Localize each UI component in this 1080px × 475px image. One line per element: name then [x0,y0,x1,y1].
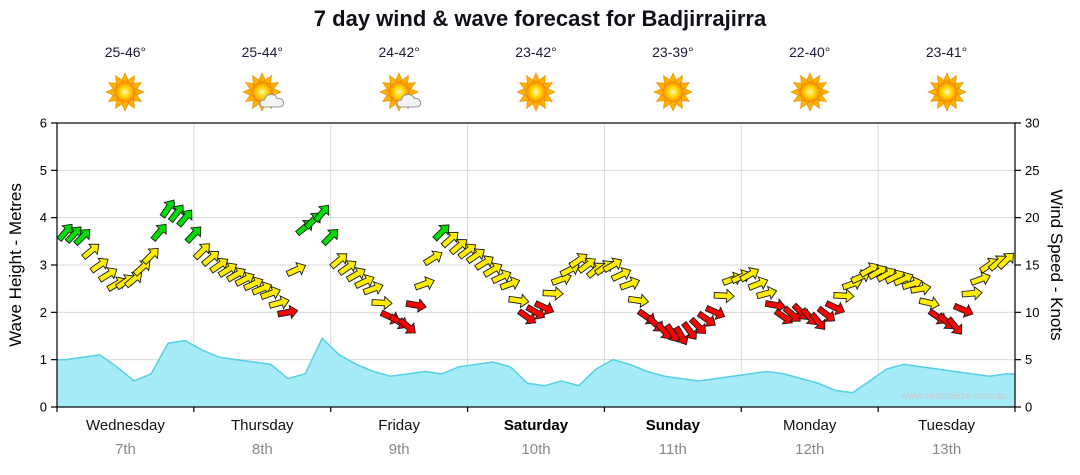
sun-cloud-icon [240,70,285,114]
day-temp-range: 22-40° [789,44,831,60]
page-title: 7 day wind & wave forecast for Badjirraj… [313,6,767,31]
day-temp-range: 23-39° [652,44,694,60]
day-date-label: 9th [388,441,410,458]
svg-text:5: 5 [40,163,47,178]
svg-text:0: 0 [1025,400,1032,415]
sun-icon [514,70,558,114]
svg-text:3: 3 [40,258,47,273]
day-name-label: Thursday [231,417,294,434]
day-name-label: Wednesday [85,417,165,434]
svg-text:2: 2 [40,305,47,320]
day-date-label: 13th [931,441,962,458]
svg-text:5: 5 [1025,352,1032,367]
day-date-label: 10th [521,441,551,458]
day-temp-range: 25-44° [241,44,283,60]
right-axis-title: Wind Speed - Knots [1047,189,1066,341]
svg-text:4: 4 [40,210,47,225]
day-date-label: 8th [251,441,273,458]
day-name-label: Tuesday [918,417,976,434]
day-temp-range: 25-46° [104,44,147,60]
day-date-label: 11th [658,441,687,458]
left-axis-title: Wave Height - Metres [6,183,25,347]
day-temp-range: 23-41° [925,44,968,60]
svg-text:20: 20 [1025,210,1039,225]
sun-icon [925,70,969,114]
svg-text:1: 1 [40,352,47,367]
day-name-label: Sunday [645,417,700,434]
svg-text:0: 0 [40,400,47,415]
day-name-label: Friday [378,417,420,434]
sun-icon [651,70,695,114]
svg-text:30: 30 [1025,116,1039,131]
sun-icon [103,70,147,114]
day-temp-range: 24-42° [378,44,420,60]
svg-text:10: 10 [1025,305,1039,320]
day-date-label: 7th [114,441,136,458]
watermark: www.seabreeze.com.au [900,391,1007,402]
svg-text:6: 6 [40,116,47,131]
svg-text:15: 15 [1025,258,1039,273]
svg-text:25: 25 [1025,163,1039,178]
sun-cloud-icon [377,70,422,114]
day-date-label: 12th [795,441,825,458]
day-temp-range: 23-42° [515,44,557,60]
day-name-label: Saturday [503,417,569,434]
sun-icon [788,70,832,114]
day-name-label: Monday [783,417,837,434]
